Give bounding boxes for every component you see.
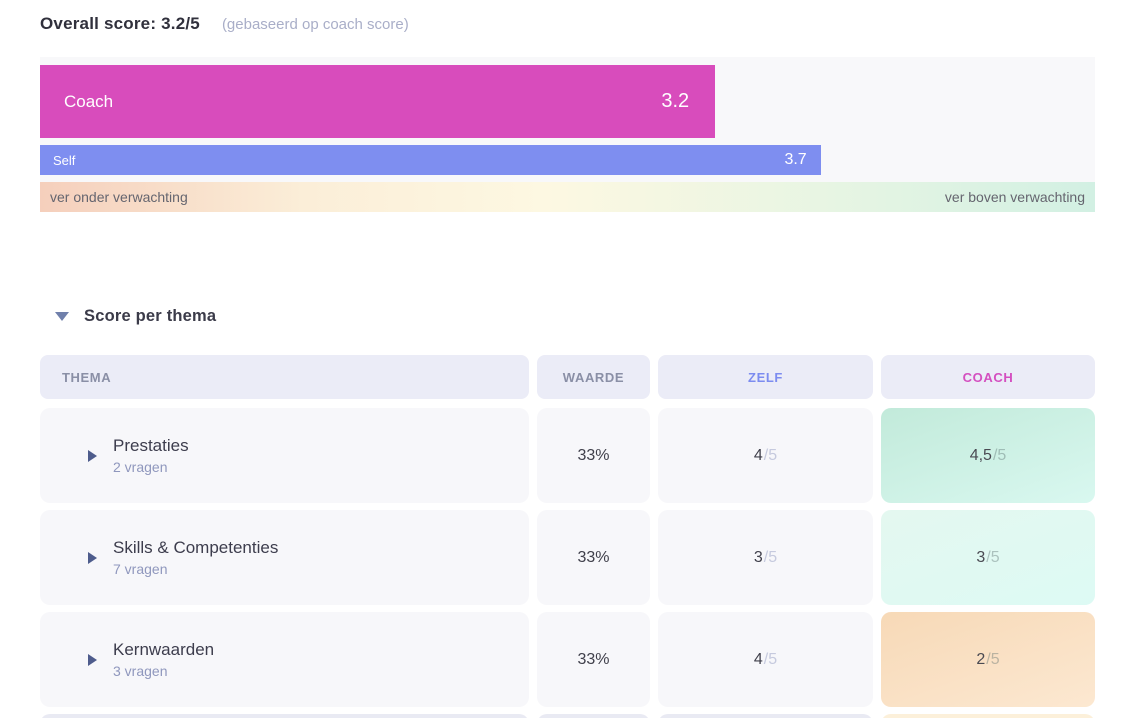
score-max: /5: [986, 650, 1000, 668]
scale-label-high: ver boven verwachting: [944, 189, 1085, 205]
theme-title: Skills & Competenties: [113, 538, 279, 557]
coach-score-cell-partial: [881, 714, 1095, 718]
theme-question-count: 7 vragen: [113, 561, 168, 577]
theme-cell-partial: [40, 714, 529, 718]
self-bar-value: 3.7: [784, 151, 807, 168]
score-max: /5: [986, 548, 1000, 566]
score-bar-chart: Coach 3.2 Self 3.7 ver onder verwachting…: [40, 57, 1095, 212]
score-max: /5: [763, 650, 778, 668]
self-score-cell: 3/5: [658, 510, 873, 605]
coach-bar-label: Coach: [64, 91, 114, 111]
coach-score-cell: 2/5: [881, 612, 1095, 707]
coach-bar-value: 3.2: [661, 90, 690, 112]
self-bar: Self 3.7: [40, 145, 821, 175]
self-bar-track: Self 3.7: [40, 145, 1095, 175]
weight-cell: 33%: [537, 408, 650, 503]
coach-score-value: 2: [976, 650, 986, 668]
self-score-cell: 4/5: [658, 408, 873, 503]
table-row: Skills & Competenties 7 vragen 33% 3/5 3…: [40, 510, 1095, 605]
header-zelf: ZELF: [658, 355, 873, 399]
theme-cell[interactable]: Skills & Competenties 7 vragen: [40, 510, 529, 605]
theme-score-table: THEMA WAARDE ZELF COACH Prestaties 2 vra…: [40, 355, 1095, 718]
overall-score-title: Overall score: 3.2/5: [40, 14, 200, 33]
weight-cell: 33%: [537, 510, 650, 605]
overall-score-header: Overall score: 3.2/5 (gebaseerd op coach…: [40, 14, 1095, 34]
score-per-thema-toggle[interactable]: Score per thema: [55, 304, 1142, 329]
coach-bar-track: Coach 3.2: [40, 65, 1095, 138]
coach-score-cell: 3/5: [881, 510, 1095, 605]
expand-row-icon[interactable]: [88, 653, 97, 666]
theme-question-count: 2 vragen: [113, 459, 168, 475]
coach-score-cell: 4,5/5: [881, 408, 1095, 503]
self-score-value: 4: [753, 446, 763, 464]
expectation-gradient-scale: ver onder verwachting ver boven verwacht…: [40, 182, 1095, 212]
overall-score-note: (gebaseerd op coach score): [221, 16, 409, 33]
self-score-cell-partial: [658, 714, 873, 718]
section-title: Score per thema: [84, 307, 217, 325]
theme-question-count: 3 vragen: [113, 663, 168, 679]
score-max: /5: [763, 548, 778, 566]
table-row: Kernwaarden 3 vragen 33% 4/5 2/5: [40, 612, 1095, 707]
self-score-cell: 4/5: [658, 612, 873, 707]
scale-label-low: ver onder verwachting: [50, 189, 188, 205]
header-coach: COACH: [881, 355, 1095, 399]
expand-row-icon[interactable]: [88, 551, 97, 564]
score-max: /5: [763, 446, 778, 464]
header-thema: THEMA: [40, 355, 529, 399]
coach-bar: Coach 3.2: [40, 65, 716, 138]
theme-cell[interactable]: Kernwaarden 3 vragen: [40, 612, 529, 707]
coach-score-value: 4,5: [969, 446, 992, 464]
theme-text: Prestaties 2 vragen: [113, 436, 189, 475]
weight-cell-partial: [537, 714, 650, 718]
theme-title: Kernwaarden: [113, 640, 215, 659]
assessment-report-page: Overall score: 3.2/5 (gebaseerd op coach…: [0, 14, 1142, 718]
theme-text: Skills & Competenties 7 vragen: [113, 538, 278, 577]
self-score-value: 4: [753, 650, 763, 668]
table-row: Prestaties 2 vragen 33% 4/5 4,5/5: [40, 408, 1095, 503]
score-max: /5: [992, 446, 1007, 464]
collapse-triangle-icon[interactable]: [55, 312, 69, 321]
coach-score-value: 3: [976, 548, 986, 566]
table-header-row: THEMA WAARDE ZELF COACH: [40, 355, 1095, 399]
self-bar-label: Self: [53, 152, 76, 168]
theme-title: Prestaties: [113, 436, 189, 455]
theme-text: Kernwaarden 3 vragen: [113, 640, 214, 679]
expand-row-icon[interactable]: [88, 449, 97, 462]
self-score-value: 3: [753, 548, 763, 566]
theme-cell[interactable]: Prestaties 2 vragen: [40, 408, 529, 503]
weight-cell: 33%: [537, 612, 650, 707]
header-waarde: WAARDE: [537, 355, 650, 399]
table-row-partial: [40, 714, 1095, 718]
